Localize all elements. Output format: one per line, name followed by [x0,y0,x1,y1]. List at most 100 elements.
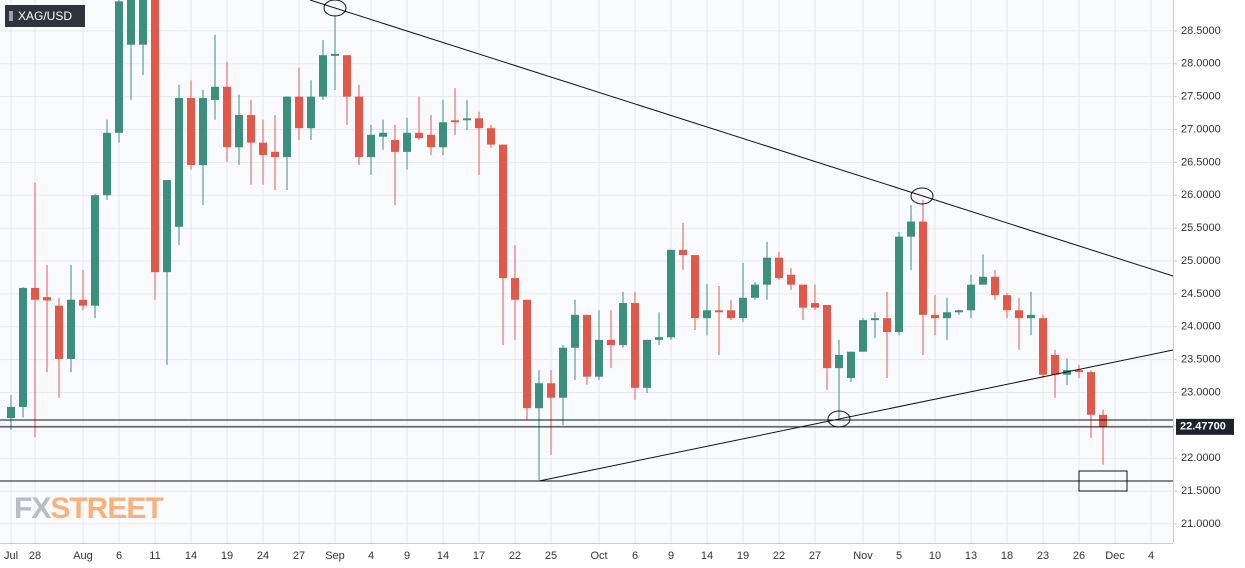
candle-body [343,55,351,97]
candles [0,0,1173,480]
x-tick-label: 6 [116,550,122,562]
x-tick-label: 11 [149,550,160,562]
x-tick-label: Sep [325,550,345,562]
candle-body [523,299,531,409]
candle-body [895,236,903,332]
candle-body [871,318,879,321]
candle-body [79,299,87,306]
candle-body [19,287,27,407]
candle-body [739,297,747,319]
candle-body [259,142,267,156]
x-tick-label: 27 [809,550,821,562]
y-tick-label: 24.0000 [1181,321,1221,333]
candle-body [43,297,51,301]
y-tick-label: 23.5000 [1181,353,1221,365]
candle-body [223,86,231,148]
x-tick-label: 19 [221,550,233,562]
axes: 21.000021.500022.000022.500023.000023.50… [4,25,1234,562]
candle-body [883,318,891,332]
candle-body [67,299,75,359]
candle-body [139,0,147,45]
watermark: FXSTREET [14,492,163,525]
candle-body [415,132,423,139]
x-tick-label: 10 [929,550,941,562]
x-tick-label: Nov [853,550,873,562]
candle-body [727,310,735,319]
candle-body [427,134,435,148]
circle-marker [910,187,934,205]
candle-body [487,128,495,145]
candle-body [1003,295,1011,311]
candle-body [679,249,687,256]
x-tick-label: 22 [773,550,785,562]
candle-body [151,0,159,273]
candle-body [367,134,375,158]
y-tick-label: 26.0000 [1181,189,1221,201]
x-tick-label: Dec [1105,550,1125,562]
x-tick-label: Aug [73,550,93,562]
y-tick-label: 28.5000 [1181,25,1221,37]
candle-body [823,305,831,369]
title-icon [9,11,13,21]
x-tick-label: 4 [368,550,374,562]
y-tick-label: 26.5000 [1181,156,1221,168]
title-box [5,5,85,27]
candle-body [463,118,471,121]
candle-body [655,337,663,340]
candle-body [247,115,255,143]
candle-body [187,97,195,166]
trend-line [309,0,1174,277]
candle-body [631,303,639,388]
candle-body [595,339,603,377]
x-tick-label: 17 [473,550,485,562]
plot-background [0,0,1173,543]
candle-body [1087,372,1095,415]
x-tick-label: 24 [257,550,269,562]
candle-body [583,314,591,377]
candle-body [643,339,651,388]
y-tick-label: 25.0000 [1181,255,1221,267]
candle-body [991,276,999,296]
y-tick-label: 21.0000 [1181,518,1221,530]
x-tick-label: 9 [668,550,674,562]
x-tick-label: 14 [701,550,713,562]
candle-body [175,97,183,227]
candle-body [607,339,615,346]
x-tick-label: 9 [404,550,410,562]
candle-body [703,310,711,319]
candle-body [907,221,915,237]
candle-body [799,284,807,308]
candle-body [211,86,219,100]
x-tick-label: Oct [590,550,607,562]
y-tick-label: 22.0000 [1181,452,1221,464]
x-tick-label: 14 [437,550,449,562]
candle-body [499,144,507,279]
candle-body [511,278,519,300]
candle-body [7,406,15,419]
y-tick-label: 27.0000 [1181,123,1221,135]
y-tick-label: 25.5000 [1181,222,1221,234]
candle-body [163,180,171,273]
candle-body [283,96,291,158]
candle-body [1051,354,1059,375]
candle-body [451,120,459,123]
y-tick-label: 21.5000 [1181,485,1221,497]
candle-body [115,1,123,133]
x-tick-label: 23 [1037,550,1049,562]
circle-marker [827,410,851,428]
candle-body [1015,310,1023,319]
last-price-box [1176,418,1234,435]
target-box [1078,470,1128,492]
candle-body [859,320,867,352]
candle-body [31,287,39,300]
candle-body [235,115,243,148]
candle-body [295,96,303,129]
candle-body [355,96,363,158]
candle-body [667,249,675,338]
candle-body [775,257,783,279]
candle-body [811,303,819,308]
y-tick-label: 23.0000 [1181,386,1221,398]
x-tick-label: 6 [632,550,638,562]
candle-body [391,140,399,152]
